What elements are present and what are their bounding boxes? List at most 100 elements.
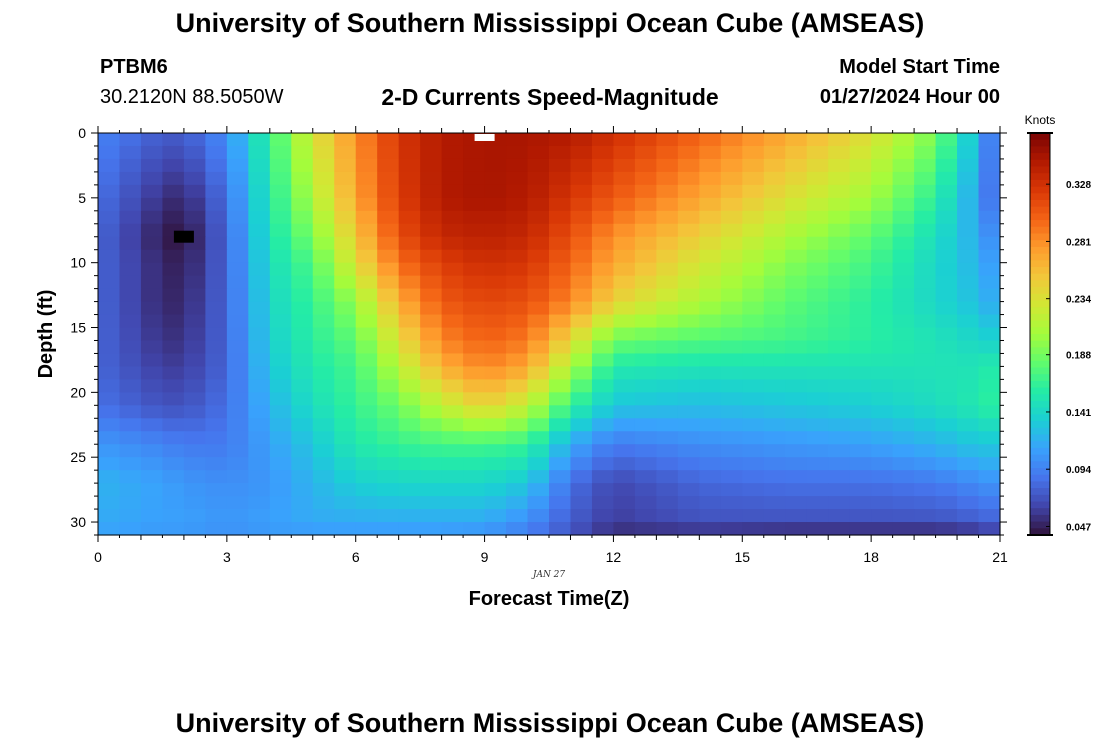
heatmap-cell [226,405,249,419]
heatmap-cell [763,405,786,419]
heatmap-cell [914,210,937,225]
footer-title: University of Southern Mississippi Ocean… [175,708,925,738]
heatmap-cell [677,275,700,290]
heatmap-cell [957,184,980,199]
heatmap-cell [677,223,700,238]
heatmap-cell [119,249,142,264]
heatmap-cell [441,431,464,445]
heatmap-cell [806,275,829,290]
heatmap-cell [527,184,550,199]
heatmap-cell [849,301,872,316]
heatmap-cell [613,444,636,458]
heatmap-cell [828,288,851,303]
heatmap-cell [763,379,786,393]
heatmap-cell [656,133,679,147]
heatmap-cell [957,431,980,445]
colorbar-segment [1030,494,1050,503]
heatmap-cell [634,327,657,342]
heatmap-cell [355,418,378,432]
heatmap-cell [742,444,765,458]
heatmap-cell [549,301,572,316]
heatmap-cell [140,249,164,264]
heatmap-cell [420,158,443,173]
colorbar-segment [1030,407,1050,415]
heatmap-cell [420,223,443,238]
heatmap-cell [484,184,507,199]
heatmap-cell [441,262,464,277]
heatmap-cell [892,470,915,484]
heatmap-cell [248,522,271,536]
heatmap-cell [613,145,636,160]
heatmap-cell [591,223,615,238]
heatmap-cell [334,418,357,432]
heatmap-cell [742,301,765,316]
heatmap-cell [226,223,249,238]
heatmap-cell [420,314,443,329]
heatmap-cell [119,366,142,380]
colorbar: 0.328 0.281 0.234 0.188 0.141 0.094 0.047 [1027,132,1091,536]
heatmap-cell [205,210,228,225]
heatmap-cell [570,483,593,497]
heatmap-cell [484,483,507,497]
heatmap-cell [871,158,894,173]
heatmap-cell [634,470,657,484]
heatmap-cell [291,457,314,471]
heatmap-cell [441,314,464,329]
heatmap-cell [634,301,657,316]
heatmap-cell [377,418,400,432]
heatmap-cell [720,158,743,173]
heatmap-cell [226,444,249,458]
heatmap-cell [677,392,700,406]
heatmap-cell [591,314,615,329]
heatmap-cell [205,340,228,355]
heatmap-cell [269,405,292,419]
heatmap-cell [441,301,464,316]
heatmap-cell [871,327,894,342]
heatmap-cell [484,418,507,432]
heatmap-cell [978,236,1001,251]
heatmap-cell [119,262,142,277]
heatmap-cell [634,275,657,290]
heatmap-cell [527,470,550,484]
colorbar-segment [1030,293,1050,302]
heatmap-cell [248,340,271,355]
heatmap-cell [119,353,142,368]
heatmap-cell [871,340,894,355]
heatmap-cell [355,262,378,277]
heatmap-cell [377,470,400,484]
heatmap-cell [549,288,572,303]
heatmap-cell [978,418,1001,432]
heatmap-cell [119,171,142,186]
heatmap-cell [162,431,185,445]
heatmap-cell [720,418,743,432]
heatmap-cell [549,366,572,380]
heatmap-cell [935,392,958,406]
heatmap-cell [978,509,1001,523]
heatmap-cell [484,457,507,471]
heatmap-cell [957,470,980,484]
heatmap-cell [570,262,593,277]
heatmap-cell [441,470,464,484]
heatmap-cell [183,171,206,186]
heatmap-cell [978,470,1001,484]
heatmap-cell [935,314,958,329]
heatmap-cell [269,197,292,212]
heatmap-cell [226,262,249,277]
heatmap-cell [892,405,915,419]
colorbar-segment [1030,287,1050,295]
heatmap-cell [119,392,142,406]
heatmap-cell [806,444,829,458]
heatmap-cell [699,158,722,173]
heatmap-cell [463,457,486,471]
heatmap-cell [656,444,679,458]
heatmap-cell [634,158,657,173]
heatmap-cell [269,379,292,393]
heatmap-cell [549,431,572,445]
heatmap-cell [591,405,615,419]
heatmap-cell [312,327,335,342]
heatmap-cell [98,522,121,536]
heatmap-cell [334,133,357,147]
heatmap-cell [677,314,700,329]
heatmap-cell [420,210,443,225]
heatmap-cell [806,353,829,368]
